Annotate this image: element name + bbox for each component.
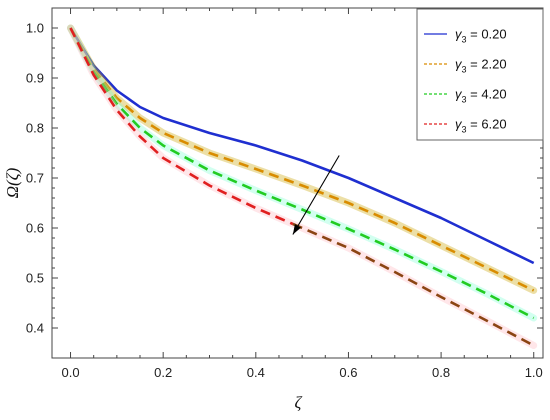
y-tick-label: 0.4 [26,321,44,336]
plot-frame [51,7,544,359]
x-tick-label: 0.2 [154,365,172,380]
x-tick-label: 0.4 [247,365,265,380]
y-tick-label: 1.0 [26,21,44,36]
x-tick-label: 0.0 [61,365,79,380]
legend-label: γ3 = 2.20 [455,57,507,75]
series-line [69,27,535,265]
series-line [69,27,535,292]
x-tick-label: 1.0 [525,365,543,380]
y-axis-title: Ω(ζ) [3,167,22,198]
x-tick-labels: 0.0 0.2 0.4 0.6 0.8 1.0 [61,365,542,380]
series-2 [67,24,538,294]
y-tick-label: 0.9 [26,71,44,86]
x-tick-label: 0.6 [339,365,357,380]
legend-label: γ3 = 6.20 [455,117,507,135]
annotation-arrow [292,155,340,235]
y-tick-label: 0.5 [26,271,44,286]
legend-label: γ3 = 4.20 [455,87,507,105]
y-tick-label: 0.6 [26,221,44,236]
y-tick-label: 0.7 [26,171,44,186]
x-tick-label: 0.8 [432,365,450,380]
arrow-head [292,224,301,235]
legend-box [416,8,544,141]
series-line [292,222,535,347]
series-3 [67,24,538,322]
series-layer [67,24,538,349]
series-1 [69,27,535,265]
legend-label: γ3 = 0.20 [455,27,507,45]
x-axis-title: ζ [295,393,303,412]
series-line [69,27,535,320]
arrow-shaft [292,155,340,235]
y-tick-labels: 0.4 0.5 0.6 0.7 0.8 0.9 1.0 [26,21,44,336]
series-4 [67,24,538,349]
y-tick-label: 0.8 [26,121,44,136]
series-line [69,27,294,226]
legend: γ3 = 0.20 γ3 = 2.20 γ3 = 4.20 γ3 = 6.20 [416,8,544,141]
